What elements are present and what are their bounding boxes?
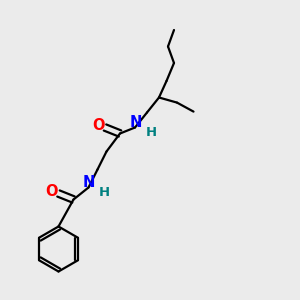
Text: O: O bbox=[46, 184, 58, 199]
Text: H: H bbox=[99, 185, 110, 199]
Text: H: H bbox=[145, 126, 157, 139]
Text: N: N bbox=[129, 115, 142, 130]
Text: N: N bbox=[83, 175, 95, 190]
Text: O: O bbox=[92, 118, 105, 133]
